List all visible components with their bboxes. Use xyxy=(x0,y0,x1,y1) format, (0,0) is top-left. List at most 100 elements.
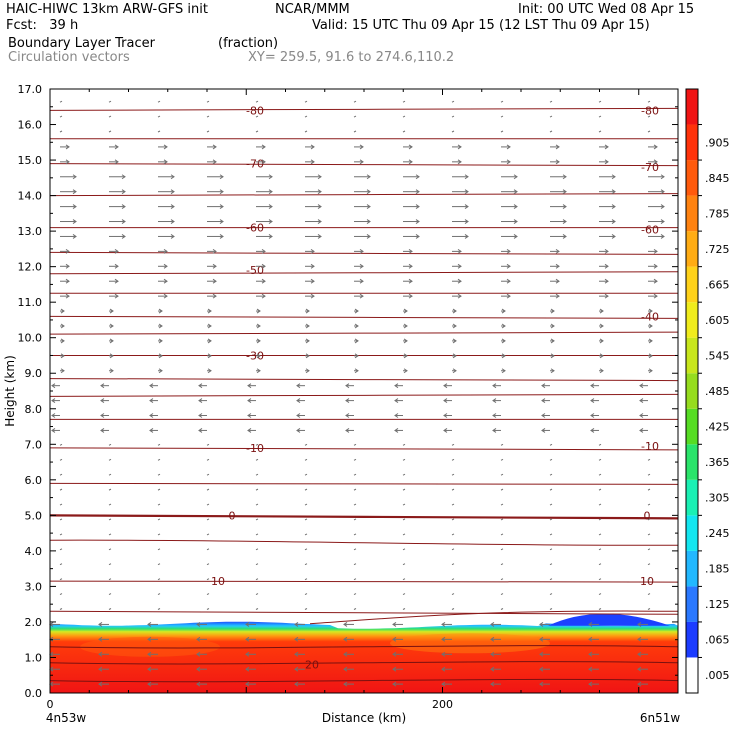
wind-vector xyxy=(402,458,406,461)
wind-vector xyxy=(108,608,112,610)
wind-vector-head xyxy=(207,368,212,374)
xsection-coords: XY= 259.5, 91.6 to 274.6,110.2 xyxy=(248,50,455,65)
wind-vector-head xyxy=(588,651,593,657)
wind-vector xyxy=(500,578,504,581)
wind-vector xyxy=(353,548,357,551)
wind-vector-head xyxy=(490,666,495,672)
colorbar-swatch xyxy=(686,657,698,693)
wind-vector-head xyxy=(639,428,644,433)
wind-vector xyxy=(255,608,259,610)
wind-vector-head xyxy=(121,219,126,224)
temperature-contour xyxy=(49,162,679,167)
wind-vector xyxy=(647,518,651,521)
temperature-contour xyxy=(49,393,679,397)
wind-vector-head xyxy=(60,323,65,329)
wind-vector-head xyxy=(310,293,315,299)
wind-vector xyxy=(647,563,651,566)
wind-vector xyxy=(157,533,161,536)
y-tick-label: 14.0 xyxy=(18,190,43,203)
wind-vector xyxy=(402,563,406,566)
wind-vector-head xyxy=(408,278,413,284)
wind-vector xyxy=(59,503,63,506)
y-tick-label: 13.0 xyxy=(18,225,43,238)
wind-vector-head xyxy=(163,278,168,284)
colorbar-label: .845 xyxy=(705,172,730,185)
wind-vector-head xyxy=(256,368,261,374)
wind-vector-head xyxy=(121,204,126,210)
wind-vector xyxy=(255,518,259,521)
wind-vector-head xyxy=(100,383,105,389)
wind-vector-head xyxy=(550,368,555,374)
colorbar-label: .665 xyxy=(705,278,730,291)
wind-vector xyxy=(108,130,112,133)
wind-vector xyxy=(206,503,210,506)
wind-vector xyxy=(206,473,210,476)
wind-vector-head xyxy=(65,248,70,254)
wind-vector xyxy=(353,533,357,536)
wind-vector-head xyxy=(343,651,348,657)
wind-vector-head xyxy=(490,636,495,642)
wind-vector-head xyxy=(506,248,511,254)
wind-vector-head xyxy=(392,666,397,672)
wind-vector-head xyxy=(114,248,119,254)
wind-vector-head xyxy=(163,144,168,150)
wind-vector-head xyxy=(98,681,103,687)
y-tick-label: 10.0 xyxy=(18,332,43,345)
wind-vector xyxy=(647,458,651,461)
wind-vector-head xyxy=(60,308,65,314)
wind-vector-head xyxy=(158,353,163,359)
wind-vector-head xyxy=(506,159,511,165)
wind-vector-head xyxy=(653,263,658,269)
x-end-location: 6n51w xyxy=(640,711,681,725)
wind-vector xyxy=(157,608,161,610)
wind-vector xyxy=(402,608,406,610)
wind-vector-head xyxy=(415,189,420,195)
wind-vector-head xyxy=(403,338,408,344)
org-label: NCAR/MMM xyxy=(275,2,350,17)
wind-vector-head xyxy=(198,413,203,418)
wind-vector-head xyxy=(212,144,217,150)
wind-vector xyxy=(549,473,553,476)
wind-vector xyxy=(59,548,63,551)
wind-vector-head xyxy=(590,383,595,389)
wind-vector-head xyxy=(599,353,604,359)
wind-vector-head xyxy=(452,323,457,329)
wind-vector xyxy=(598,115,602,118)
wind-vector-head xyxy=(359,278,364,284)
wind-vector-head xyxy=(359,248,364,254)
wind-vector-head xyxy=(147,666,152,672)
contour-label: -10 xyxy=(246,442,264,455)
wind-vector-head xyxy=(158,368,163,374)
wind-vector-head xyxy=(464,234,469,239)
x-start-location: 4n53w xyxy=(46,711,87,725)
contour-label: 10 xyxy=(640,575,654,588)
wind-vector xyxy=(647,115,651,118)
wind-vector xyxy=(304,115,308,118)
wind-vector xyxy=(500,563,504,566)
colorbar-label: .365 xyxy=(705,456,730,469)
temperature-contour xyxy=(49,107,679,111)
wind-vector-head xyxy=(555,278,560,284)
wind-vector-head xyxy=(660,234,665,239)
x-tick-label: 200 xyxy=(432,698,453,711)
wind-vector xyxy=(500,115,504,118)
wind-vector-head xyxy=(345,428,350,433)
wind-vector-head xyxy=(501,308,506,314)
wind-vector xyxy=(402,473,406,476)
wind-vector-head xyxy=(100,413,105,418)
wind-vector-head xyxy=(98,666,103,672)
temperature-contour xyxy=(49,447,679,451)
wind-vector xyxy=(598,563,602,566)
wind-vector-head xyxy=(588,636,593,642)
wind-vector-head xyxy=(100,428,105,433)
colorbar-swatch xyxy=(686,302,698,338)
wind-vector-head xyxy=(492,413,497,418)
wind-vector xyxy=(353,578,357,581)
wind-vector-head xyxy=(196,636,201,642)
temperature-contour xyxy=(49,661,679,665)
wind-vector-head xyxy=(490,622,495,627)
wind-vector-head xyxy=(261,248,266,254)
wind-vector xyxy=(451,488,455,491)
wind-vector-head xyxy=(541,383,546,389)
wind-vector-head xyxy=(660,189,665,195)
